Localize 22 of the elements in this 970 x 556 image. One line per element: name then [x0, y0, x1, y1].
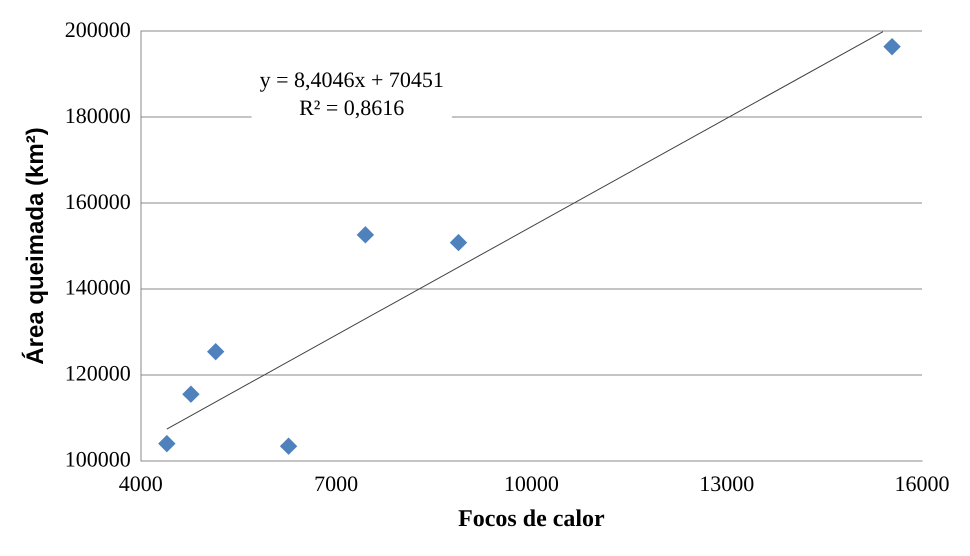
point — [158, 435, 176, 452]
x-tick-label: 7000 — [314, 470, 358, 496]
y-tick-label: 120000 — [64, 360, 131, 386]
annotation: y = 8,4046x + 70451 — [260, 66, 444, 92]
y-tick-label: 180000 — [64, 102, 131, 128]
point — [280, 438, 298, 455]
point — [356, 226, 374, 244]
x-tick-label: 16000 — [894, 470, 950, 496]
y-axis-title: Área queimada (km²) — [21, 127, 50, 365]
x-tick-label: 4000 — [118, 470, 163, 496]
y-tick-label: 160000 — [64, 188, 131, 214]
y-tick-label: 200000 — [64, 16, 131, 42]
y-tick-label: 140000 — [64, 274, 131, 300]
point — [884, 38, 901, 56]
point — [207, 343, 224, 360]
point — [450, 234, 467, 252]
x-tick-label: 10000 — [504, 470, 559, 496]
annotation: R² = 0,8616 — [299, 94, 404, 120]
x-axis-title: Focos de calor — [458, 506, 606, 532]
point — [182, 386, 200, 403]
x-tick-label: 13000 — [699, 470, 754, 496]
y-tick-label: 100000 — [64, 446, 131, 472]
